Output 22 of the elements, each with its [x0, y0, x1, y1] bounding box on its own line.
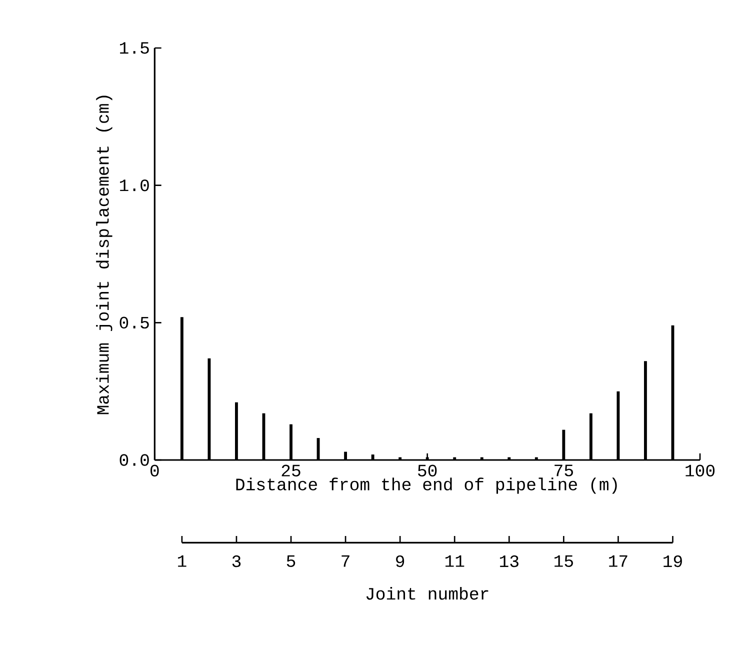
- x2-tick-label: 15: [554, 556, 573, 568]
- x2-tick-label: 17: [609, 556, 628, 567]
- x2-tick-label: 7: [342, 556, 350, 567]
- y-tick-label: 1.0: [120, 180, 149, 192]
- x-tick-label: 0: [150, 464, 159, 477]
- y-axis-title: Maximum joint displacement (cm): [96, 96, 112, 414]
- y-tick-label: 0.0: [120, 454, 149, 466]
- x2-tick-label: 5: [286, 556, 296, 568]
- x-tick-label: 75: [554, 464, 573, 476]
- x2-tick-label: 19: [664, 556, 682, 568]
- x2-tick-label: 13: [500, 556, 518, 568]
- x2-tick-label: 9: [396, 556, 404, 568]
- x2-axis-title: Joint number: [366, 587, 488, 600]
- x-tick-label: 100: [686, 464, 715, 477]
- x-axis-title: Distance from the end of pipeline (m): [236, 478, 617, 494]
- x2-tick-label: 11: [445, 556, 464, 567]
- x2-tick-label: 1: [178, 556, 186, 567]
- x2-tick-label: 3: [232, 556, 241, 568]
- y-tick-label: 0.5: [120, 316, 149, 329]
- y-tick-label: 1.5: [120, 42, 149, 54]
- x-tick-label: 25: [282, 464, 300, 477]
- x-tick-label: 50: [418, 464, 437, 477]
